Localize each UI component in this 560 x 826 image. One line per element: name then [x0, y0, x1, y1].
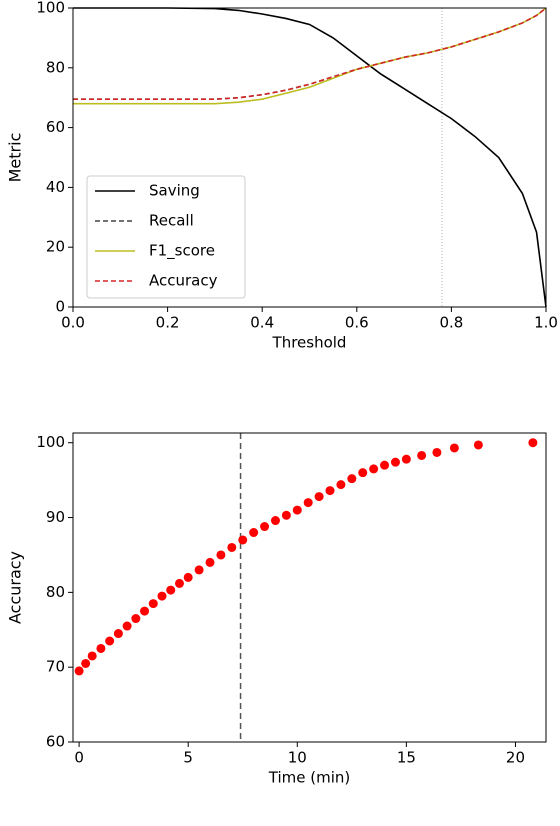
point — [369, 464, 379, 474]
point — [314, 492, 324, 502]
y-tick-label: 80 — [46, 58, 65, 76]
legend-label: Saving — [149, 182, 200, 200]
series-line — [73, 7, 547, 100]
point — [227, 542, 237, 552]
x-tick-label: 0.0 — [61, 314, 85, 332]
point — [249, 528, 259, 538]
point — [292, 505, 302, 515]
legend-label: F1_score — [149, 242, 215, 261]
legend-box — [86, 175, 246, 299]
plot-frame — [72, 7, 547, 308]
point — [194, 565, 204, 575]
point — [449, 443, 459, 453]
x-axis-label: Threshold — [272, 334, 347, 352]
point — [358, 468, 368, 478]
y-axis-label: Accuracy — [6, 551, 25, 624]
point — [105, 636, 115, 646]
series-line — [73, 7, 547, 100]
point — [238, 535, 248, 545]
point — [380, 460, 390, 470]
x-tick-label: 10 — [288, 749, 307, 767]
legend-label: Recall — [149, 212, 194, 230]
y-tick-label: 60 — [46, 118, 65, 136]
point — [473, 440, 483, 450]
legend-label: Accuracy — [149, 272, 218, 290]
y-tick-label: 80 — [46, 583, 65, 601]
series-line — [73, 7, 547, 105]
point — [148, 599, 158, 609]
point — [113, 629, 123, 639]
x-tick-label: 15 — [397, 749, 416, 767]
point — [216, 550, 226, 560]
x-tick-label: 0.2 — [156, 314, 180, 332]
point — [417, 450, 427, 460]
y-tick-label: 100 — [36, 0, 65, 17]
point — [432, 447, 442, 457]
plot-frame — [72, 432, 547, 743]
y-tick-label: 100 — [36, 433, 65, 451]
x-tick-label: 5 — [183, 749, 193, 767]
point — [281, 510, 291, 520]
x-tick-label: 0.8 — [439, 314, 463, 332]
point — [166, 585, 176, 595]
point — [325, 486, 335, 496]
point — [96, 643, 106, 653]
point — [131, 614, 141, 624]
point — [81, 658, 91, 668]
x-tick-label: 0.6 — [345, 314, 369, 332]
x-axis-label: Time (min) — [268, 769, 350, 787]
y-tick-label: 90 — [46, 508, 65, 526]
y-tick-label: 60 — [46, 733, 65, 751]
point — [347, 474, 357, 484]
x-tick-label: 20 — [506, 749, 525, 767]
y-tick-label: 0 — [55, 298, 65, 316]
y-tick-label: 70 — [46, 658, 65, 676]
point — [528, 438, 538, 448]
x-tick-label: 0 — [74, 749, 84, 767]
point — [87, 651, 97, 661]
point — [140, 606, 150, 616]
series-line — [73, 7, 547, 308]
point — [336, 480, 346, 490]
point — [260, 522, 270, 532]
point — [74, 666, 84, 676]
y-tick-label: 20 — [46, 238, 65, 256]
point — [174, 578, 184, 588]
x-tick-label: 0.4 — [250, 314, 274, 332]
point — [303, 498, 313, 508]
x-tick-label: 1.0 — [534, 314, 558, 332]
point — [270, 516, 280, 526]
point — [183, 572, 193, 582]
y-axis-label: Metric — [6, 133, 25, 183]
y-tick-label: 40 — [46, 178, 65, 196]
point — [157, 591, 167, 601]
point — [122, 621, 132, 631]
point — [401, 454, 411, 464]
point — [390, 457, 400, 467]
point — [205, 557, 215, 567]
